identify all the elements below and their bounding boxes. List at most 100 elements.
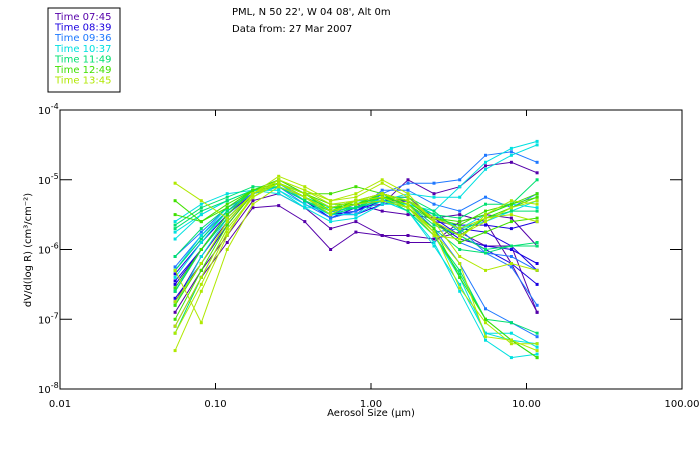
data-point <box>277 188 281 192</box>
x-axis-label: Aerosol Size (µm) <box>327 408 415 419</box>
data-point <box>406 195 410 199</box>
data-point <box>458 227 462 231</box>
data-point <box>484 202 487 206</box>
data-point <box>329 192 333 196</box>
data-point <box>277 185 281 189</box>
x-tick-label: 100.00 <box>665 399 700 410</box>
data-point <box>509 153 513 157</box>
data-point <box>199 209 203 213</box>
data-point <box>484 160 487 164</box>
data-point <box>509 202 513 206</box>
data-point <box>484 248 487 251</box>
data-point <box>329 213 333 217</box>
data-point <box>406 199 410 203</box>
data-point <box>329 209 333 213</box>
data-point <box>432 181 436 185</box>
data-point <box>277 178 281 182</box>
data-point <box>432 202 436 206</box>
data-point <box>199 234 203 237</box>
x-tick-label: 0.01 <box>49 399 71 410</box>
data-point <box>509 244 513 248</box>
data-point <box>225 192 229 196</box>
data-point <box>484 321 487 325</box>
legend-box <box>47 7 121 93</box>
data-point <box>484 213 487 217</box>
data-point <box>535 178 539 182</box>
data-point <box>225 206 229 210</box>
data-point <box>199 230 203 234</box>
data-point <box>458 262 462 265</box>
data-point <box>354 185 358 189</box>
data-point <box>173 286 177 290</box>
legend-entry: Time 10:37 <box>54 44 111 55</box>
data-point <box>329 216 333 220</box>
data-point <box>458 289 462 293</box>
data-point <box>458 248 462 251</box>
data-point <box>173 230 177 234</box>
y-tick-base: 10 <box>38 385 51 396</box>
legend-entry: Time 08:39 <box>54 23 111 34</box>
series-line <box>173 185 539 325</box>
y-tick-label: 10-6 <box>38 242 59 257</box>
data-point <box>535 241 539 244</box>
data-point <box>251 206 255 210</box>
data-point <box>380 181 384 185</box>
data-point <box>535 195 539 199</box>
data-point <box>432 230 436 234</box>
data-point <box>329 227 333 231</box>
data-point <box>329 206 333 210</box>
data-point <box>484 317 487 321</box>
data-point <box>277 192 281 196</box>
data-point <box>354 199 358 203</box>
data-point <box>329 220 333 224</box>
data-point <box>354 202 358 206</box>
data-point <box>406 213 410 217</box>
data-point <box>484 167 487 171</box>
data-point <box>535 310 539 314</box>
data-point <box>354 216 358 220</box>
data-point <box>303 195 307 199</box>
data-point <box>535 356 539 360</box>
data-point <box>406 206 410 210</box>
data-point <box>458 195 462 199</box>
data-point <box>458 282 462 286</box>
data-point <box>173 300 177 304</box>
data-point <box>432 213 436 217</box>
x-tick-label: 10.00 <box>512 399 541 410</box>
y-tick-base: 10 <box>38 106 51 117</box>
data-point <box>173 317 177 321</box>
data-point <box>380 188 384 192</box>
legend-entry: Time 13:45 <box>54 76 111 87</box>
data-point <box>303 220 307 224</box>
data-point <box>329 202 333 206</box>
data-point <box>484 223 487 227</box>
data-point <box>509 160 513 164</box>
data-point <box>354 209 358 213</box>
data-point <box>173 220 177 224</box>
data-point <box>535 206 539 210</box>
data-point <box>509 220 513 224</box>
data-point <box>509 146 513 150</box>
data-point <box>509 265 513 269</box>
y-tick-exp: -6 <box>51 242 59 251</box>
data-point <box>303 202 307 206</box>
data-point <box>509 342 513 346</box>
data-point <box>484 244 487 248</box>
data-point <box>406 188 410 192</box>
data-point <box>509 248 513 251</box>
data-point <box>484 335 487 339</box>
data-point <box>225 199 229 203</box>
data-point <box>199 262 203 265</box>
data-point <box>303 192 307 196</box>
data-point <box>509 255 513 258</box>
data-point <box>354 195 358 199</box>
data-point <box>225 227 229 231</box>
data-point <box>432 241 436 244</box>
data-point <box>173 255 177 258</box>
data-point <box>509 213 513 217</box>
series-line <box>173 174 539 353</box>
data-point <box>380 209 384 213</box>
data-point <box>484 307 487 311</box>
data-point <box>484 338 487 342</box>
